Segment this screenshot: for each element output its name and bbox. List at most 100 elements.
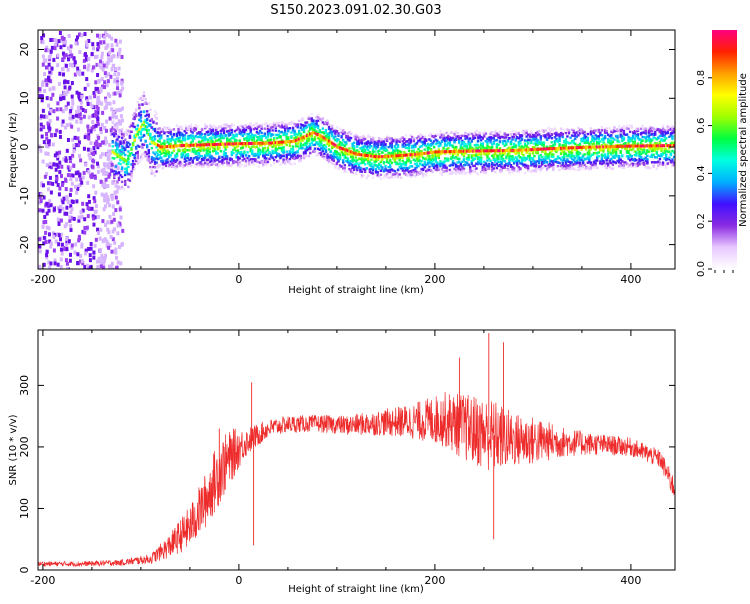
heatmap-core-cell bbox=[191, 143, 194, 147]
heatmap-cell bbox=[495, 154, 499, 157]
heatmap-noise-cell bbox=[113, 72, 117, 77]
heatmap-cell bbox=[327, 159, 331, 163]
heatmap-cell bbox=[175, 124, 179, 127]
heatmap-noise-cell bbox=[106, 149, 110, 154]
heatmap-cell bbox=[279, 156, 282, 160]
heatmap-cell bbox=[462, 153, 466, 156]
heatmap-cell bbox=[229, 132, 232, 135]
heatmap-cell bbox=[412, 158, 415, 161]
heatmap-cell bbox=[555, 134, 558, 137]
heatmap-cell bbox=[360, 146, 364, 149]
heatmap-cell bbox=[343, 166, 346, 170]
heatmap-noise-cell bbox=[77, 114, 81, 119]
heatmap-noise-cell bbox=[81, 107, 85, 112]
heatmap-cell bbox=[542, 141, 546, 144]
heatmap-noise-cell bbox=[69, 44, 73, 49]
heatmap-cell bbox=[233, 138, 237, 141]
heatmap-cell bbox=[442, 166, 445, 169]
heatmap-noise-cell bbox=[101, 183, 105, 188]
heatmap-noise-cell bbox=[116, 86, 120, 91]
heatmap-cell bbox=[548, 159, 552, 162]
heatmap-cell bbox=[368, 152, 372, 155]
heatmap-noise-cell bbox=[60, 67, 64, 72]
heatmap-cell bbox=[359, 166, 362, 170]
heatmap-cell bbox=[530, 164, 533, 167]
heatmap-cell bbox=[227, 163, 230, 167]
heatmap-cell bbox=[265, 153, 268, 156]
heatmap-cell bbox=[139, 97, 143, 100]
heatmap-cell bbox=[152, 165, 155, 169]
heatmap-cell bbox=[135, 128, 138, 131]
heatmap-cell bbox=[415, 165, 419, 168]
heatmap-cell bbox=[326, 153, 329, 156]
heatmap-cell bbox=[410, 135, 414, 139]
heatmap-noise-cell bbox=[117, 108, 121, 113]
heatmap-cell bbox=[260, 159, 263, 163]
heatmap-core-cell bbox=[382, 154, 386, 158]
heatmap-core-cell bbox=[189, 143, 193, 147]
heatmap-cell bbox=[310, 119, 314, 122]
heatmap-core-cell bbox=[396, 154, 400, 158]
heatmap-cell bbox=[442, 164, 445, 168]
heatmap-cell bbox=[566, 135, 569, 138]
heatmap-core-cell bbox=[475, 149, 478, 153]
heatmap-cell bbox=[352, 148, 356, 151]
heatmap-cell bbox=[514, 139, 517, 142]
heatmap-cell bbox=[429, 158, 433, 161]
heatmap-cell bbox=[224, 146, 227, 149]
heatmap-cell bbox=[456, 167, 459, 170]
heatmap-noise-cell bbox=[111, 204, 115, 209]
heatmap-core-cell bbox=[313, 131, 317, 135]
heatmap-cell bbox=[469, 166, 472, 169]
heatmap-cell bbox=[182, 149, 185, 152]
heatmap-cell bbox=[214, 159, 218, 162]
heatmap-cell bbox=[177, 149, 180, 153]
heatmap-noise-cell bbox=[55, 176, 59, 181]
heatmap-noise-cell bbox=[115, 122, 119, 127]
heatmap-noise-cell bbox=[90, 68, 94, 73]
heatmap-cell bbox=[363, 144, 367, 148]
heatmap-cell bbox=[351, 142, 354, 145]
heatmap-noise-cell bbox=[104, 193, 108, 198]
heatmap-cell bbox=[152, 128, 155, 131]
heatmap-cell bbox=[445, 169, 448, 173]
heatmap-cell bbox=[542, 134, 546, 137]
heatmap-cell bbox=[276, 143, 279, 146]
heatmap-cell bbox=[453, 157, 456, 160]
heatmap-cell bbox=[494, 152, 497, 156]
heatmap-cell bbox=[567, 160, 571, 164]
heatmap-cell bbox=[152, 135, 155, 139]
heatmap-cell bbox=[531, 133, 535, 137]
heatmap-cell bbox=[139, 139, 143, 142]
heatmap-noise-cell bbox=[96, 33, 100, 38]
heatmap-cell bbox=[127, 172, 130, 176]
heatmap-noise-cell bbox=[100, 77, 104, 82]
heatmap-cell bbox=[398, 157, 401, 161]
heatmap-noise-cell bbox=[53, 258, 57, 263]
heatmap-cell bbox=[122, 140, 125, 143]
heatmap-cell bbox=[310, 137, 314, 140]
heatmap-cell bbox=[200, 155, 204, 158]
heatmap-core-cell bbox=[291, 139, 295, 143]
heatmap-cell bbox=[199, 149, 202, 153]
heatmap-cell bbox=[122, 134, 125, 138]
heatmap-cell bbox=[268, 157, 271, 161]
heatmap-cell bbox=[294, 135, 298, 139]
heatmap-cell bbox=[305, 148, 309, 152]
heatmap-cell bbox=[356, 141, 359, 144]
heatmap-cell bbox=[219, 130, 223, 133]
heatmap-noise-cell bbox=[38, 208, 42, 213]
heatmap-noise-cell bbox=[84, 162, 88, 167]
heatmap-cell bbox=[255, 135, 259, 139]
heatmap-cell bbox=[276, 152, 279, 155]
heatmap-cell bbox=[290, 162, 293, 166]
heatmap-cell bbox=[479, 139, 483, 142]
heatmap-cell bbox=[356, 149, 359, 152]
heatmap-cell bbox=[469, 170, 472, 173]
heatmap-cell bbox=[144, 101, 147, 105]
heatmap-cell bbox=[320, 118, 323, 121]
heatmap-cell bbox=[497, 157, 500, 161]
heatmap-cell bbox=[178, 139, 182, 143]
heatmap-core-cell bbox=[503, 149, 506, 153]
heatmap-cell bbox=[177, 140, 180, 143]
